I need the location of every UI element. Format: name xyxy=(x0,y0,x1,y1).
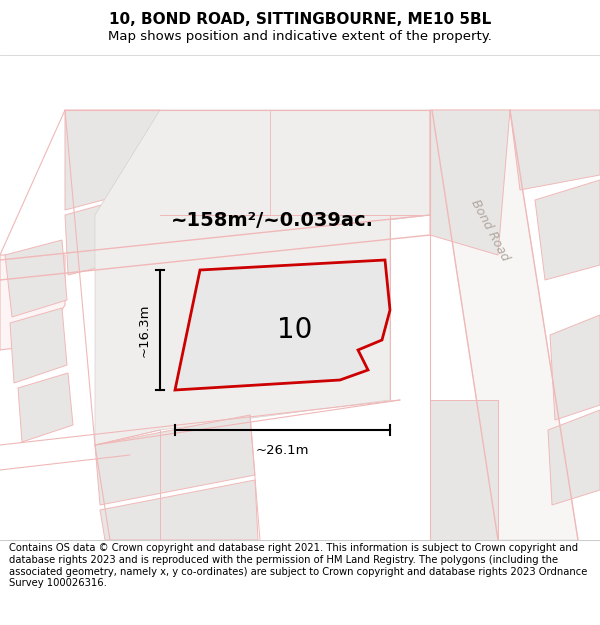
Polygon shape xyxy=(95,415,255,505)
Polygon shape xyxy=(430,110,510,255)
Polygon shape xyxy=(430,400,498,540)
Polygon shape xyxy=(535,180,600,280)
Polygon shape xyxy=(10,308,67,383)
Polygon shape xyxy=(548,410,600,505)
Polygon shape xyxy=(18,373,73,442)
Text: Bond Road: Bond Road xyxy=(469,197,512,263)
Text: Contains OS data © Crown copyright and database right 2021. This information is : Contains OS data © Crown copyright and d… xyxy=(9,543,587,588)
Polygon shape xyxy=(100,480,258,540)
Text: 10: 10 xyxy=(277,316,313,344)
Polygon shape xyxy=(432,110,578,540)
Polygon shape xyxy=(0,255,65,350)
Polygon shape xyxy=(95,110,430,445)
Polygon shape xyxy=(175,260,390,390)
Text: Map shows position and indicative extent of the property.: Map shows position and indicative extent… xyxy=(108,30,492,43)
Polygon shape xyxy=(550,315,600,420)
Polygon shape xyxy=(5,240,67,317)
Polygon shape xyxy=(65,193,150,275)
Polygon shape xyxy=(510,110,600,190)
Text: 10, BOND ROAD, SITTINGBOURNE, ME10 5BL: 10, BOND ROAD, SITTINGBOURNE, ME10 5BL xyxy=(109,12,491,27)
Polygon shape xyxy=(65,110,160,210)
Text: ~16.3m: ~16.3m xyxy=(137,303,151,357)
Text: ~26.1m: ~26.1m xyxy=(256,444,309,456)
Text: ~158m²/~0.039ac.: ~158m²/~0.039ac. xyxy=(170,211,373,229)
